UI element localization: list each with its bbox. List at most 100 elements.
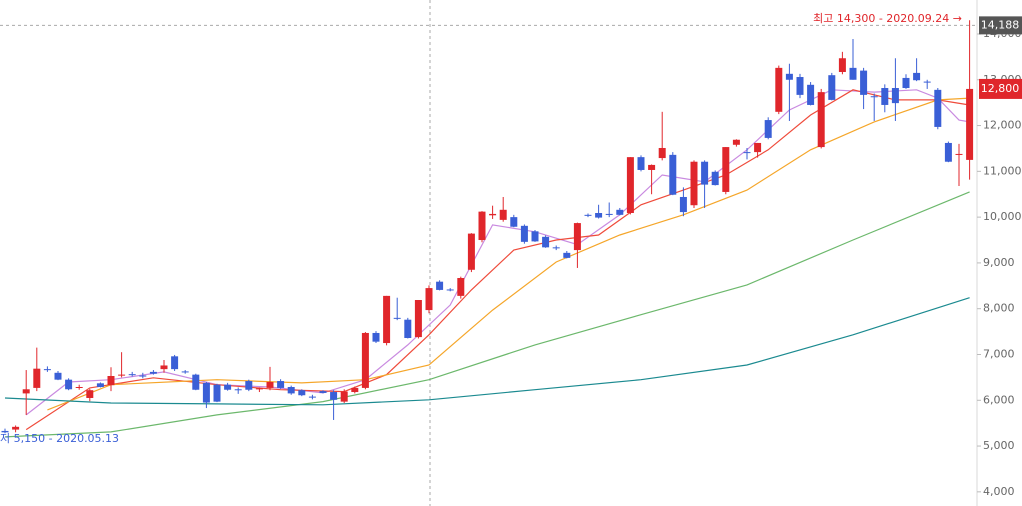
candle-body (499, 209, 507, 220)
candle-body (913, 72, 921, 81)
moving-average-line (4, 191, 970, 438)
candle-body (563, 252, 571, 258)
y-tick-label: 10,000 (983, 210, 1022, 223)
candle-body (690, 161, 698, 206)
candle-body (467, 233, 475, 270)
candle-body (383, 295, 391, 344)
candle-body (86, 390, 94, 398)
candle-body (658, 147, 666, 159)
candle-body (796, 77, 804, 95)
candle-body (902, 77, 910, 89)
candle-body (149, 371, 157, 374)
candle-body (160, 365, 168, 370)
candle-body (944, 142, 952, 162)
candle-body (128, 374, 136, 376)
candle-body (436, 281, 444, 290)
candle-body (616, 209, 624, 215)
candle-body (743, 152, 751, 154)
candle-body (785, 73, 793, 80)
y-tick-label: 11,000 (983, 164, 1022, 177)
candle-body (573, 223, 581, 251)
candle-body (860, 70, 868, 95)
candle-body (626, 157, 634, 214)
candle-body (96, 383, 104, 387)
candle-body (679, 196, 687, 213)
candle-body (287, 386, 295, 394)
candle-body (881, 88, 889, 105)
candle-body (75, 386, 83, 388)
candle-body (43, 369, 51, 371)
candle-body (118, 374, 126, 376)
candle-body (372, 332, 380, 342)
candle-body (605, 213, 613, 215)
candle-body (637, 157, 645, 170)
crosshair-label: 14,188 (981, 18, 1020, 31)
candle-body (139, 375, 147, 377)
candle-body (478, 211, 486, 241)
candle-body (425, 288, 433, 311)
candle-body (828, 75, 836, 100)
candle-body (404, 319, 412, 339)
candle-body (764, 120, 772, 138)
candle-body (330, 392, 338, 400)
candle-body (584, 214, 592, 216)
candle-body (171, 356, 179, 370)
candle-body (489, 213, 497, 216)
candle-body (701, 161, 709, 185)
candle-body (446, 289, 454, 291)
candle-body (181, 371, 189, 373)
candle-body (648, 164, 656, 170)
candle-body (838, 58, 846, 72)
candle-body (870, 96, 878, 98)
candle-body (520, 225, 528, 242)
candle-body (255, 388, 263, 390)
candle-body (595, 213, 603, 218)
last-price-badge (979, 78, 1022, 99)
candle-body (54, 372, 62, 380)
y-tick-label: 4,000 (983, 485, 1015, 498)
candle-body (12, 426, 20, 430)
candle-body (107, 376, 115, 386)
candle-body (807, 84, 815, 105)
candle-body (510, 217, 518, 227)
candle-body (22, 389, 30, 394)
y-tick-label: 9,000 (983, 256, 1015, 269)
candle-body (722, 147, 730, 192)
candle-body (245, 381, 253, 390)
candle-body (393, 317, 401, 319)
candle-body (319, 391, 327, 393)
candle-body (213, 384, 221, 402)
y-tick-label: 5,000 (983, 439, 1015, 452)
crosshair-badge (979, 16, 1022, 35)
candle-body (669, 154, 677, 195)
moving-average-line (4, 297, 970, 406)
y-tick-label: 6,000 (983, 393, 1015, 406)
candle-body (966, 88, 974, 160)
candle-body (732, 139, 740, 145)
y-tick-label: 12,000 (983, 119, 1022, 132)
candle-body (775, 67, 783, 112)
candle-body (308, 396, 316, 398)
y-tick-label: 7,000 (983, 347, 1015, 360)
candle-body (552, 247, 560, 249)
candle-body (457, 278, 465, 296)
moving-average-line (25, 89, 970, 431)
candle-body (891, 88, 899, 104)
low-annotation: 저 5,150 - 2020.05.13 (0, 432, 119, 445)
candle-body (542, 236, 550, 248)
candle-body (531, 231, 539, 242)
candle-body (202, 382, 210, 403)
candle-body (277, 381, 285, 388)
candle-body (234, 389, 242, 391)
high-annotation: 최고 14,300 - 2020.09.24 → (813, 12, 962, 25)
last-price-label: 12,800 (981, 82, 1020, 95)
y-tick-label: 8,000 (983, 302, 1015, 315)
candle-body (817, 92, 825, 148)
candle-body (351, 387, 359, 393)
candle-body (955, 153, 963, 155)
candle-body (923, 81, 931, 83)
candle-body (33, 368, 41, 388)
candle-body (754, 142, 762, 153)
candle-body (192, 374, 200, 390)
moving-average-line (47, 97, 970, 411)
